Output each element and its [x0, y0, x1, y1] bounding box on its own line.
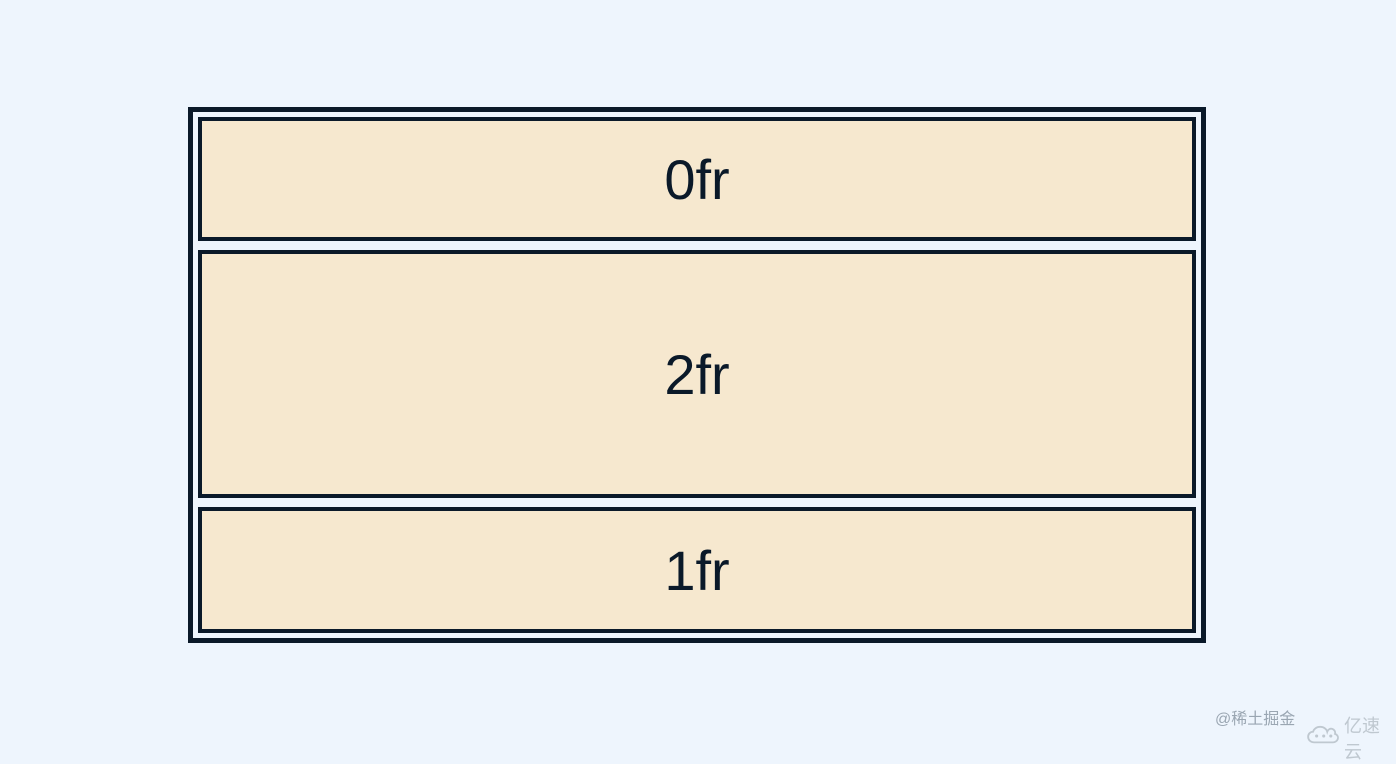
watermark: 亿速云	[1306, 712, 1396, 764]
grid-row-label: 0fr	[664, 147, 729, 212]
watermark-text: 亿速云	[1344, 712, 1396, 764]
grid-row-2: 1fr	[198, 507, 1196, 633]
attribution-text: @稀土掘金	[1215, 705, 1295, 729]
grid-container: 0fr 2fr 1fr	[188, 107, 1206, 643]
grid-row-label: 2fr	[664, 342, 729, 407]
grid-row-label: 1fr	[664, 538, 729, 603]
grid-row-1: 2fr	[198, 250, 1196, 498]
grid-row-0: 0fr	[198, 117, 1196, 241]
cloud-icon	[1306, 725, 1340, 752]
